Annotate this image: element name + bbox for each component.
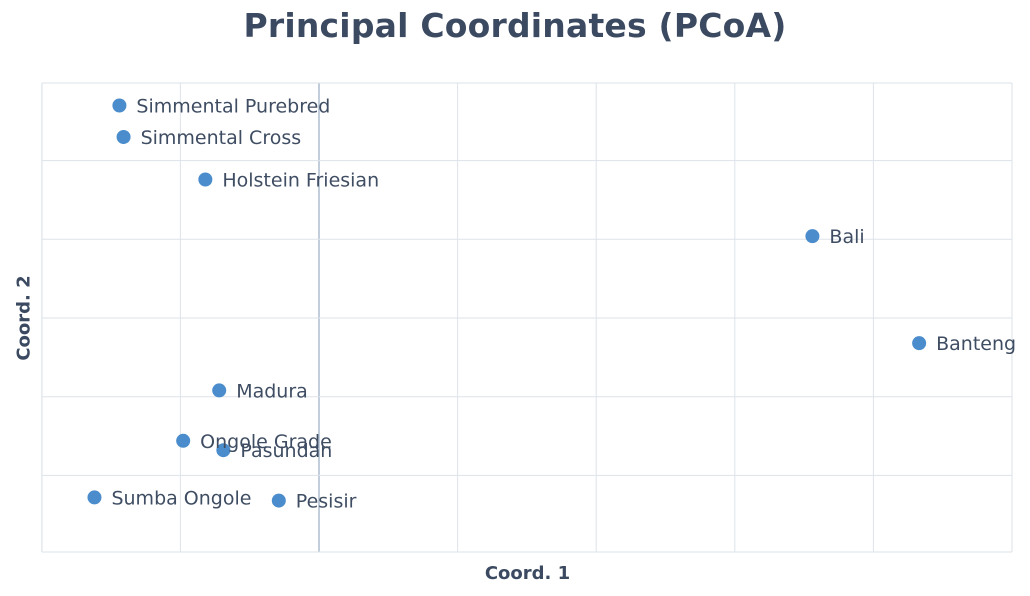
data-point-label: Madura [236,380,308,402]
data-point-label: Holstein Friesian [222,169,379,191]
labels-layer: Simmental Purebred Simmental Cross Holstei… [111,96,1016,513]
data-point-label: Banteng [936,333,1016,355]
data-point-label: Simmental Cross [141,127,302,149]
x-axis-label: Coord. 1 [484,563,571,584]
data-point [198,172,213,187]
points-layer [87,98,927,508]
data-point-label: Bali [829,226,864,248]
data-point [112,98,127,113]
data-point [176,433,191,448]
data-point-label: Ongole Grade [200,431,332,453]
data-point [805,229,820,244]
data-point [216,443,231,458]
data-point [271,493,286,508]
data-point-label: Sumba Ongole [111,487,251,509]
data-point-label: Simmental Purebred [136,96,330,118]
grid-layer [41,82,1013,553]
data-point [116,129,131,144]
data-point [912,336,927,351]
data-point [212,383,227,398]
data-point-label: Pesisir [296,491,357,513]
data-point [87,490,102,505]
data-point-label: Pasundan [240,440,332,462]
chart-title: Principal Coordinates (PCoA) [243,6,787,45]
y-axis-label: Coord. 2 [13,275,35,361]
